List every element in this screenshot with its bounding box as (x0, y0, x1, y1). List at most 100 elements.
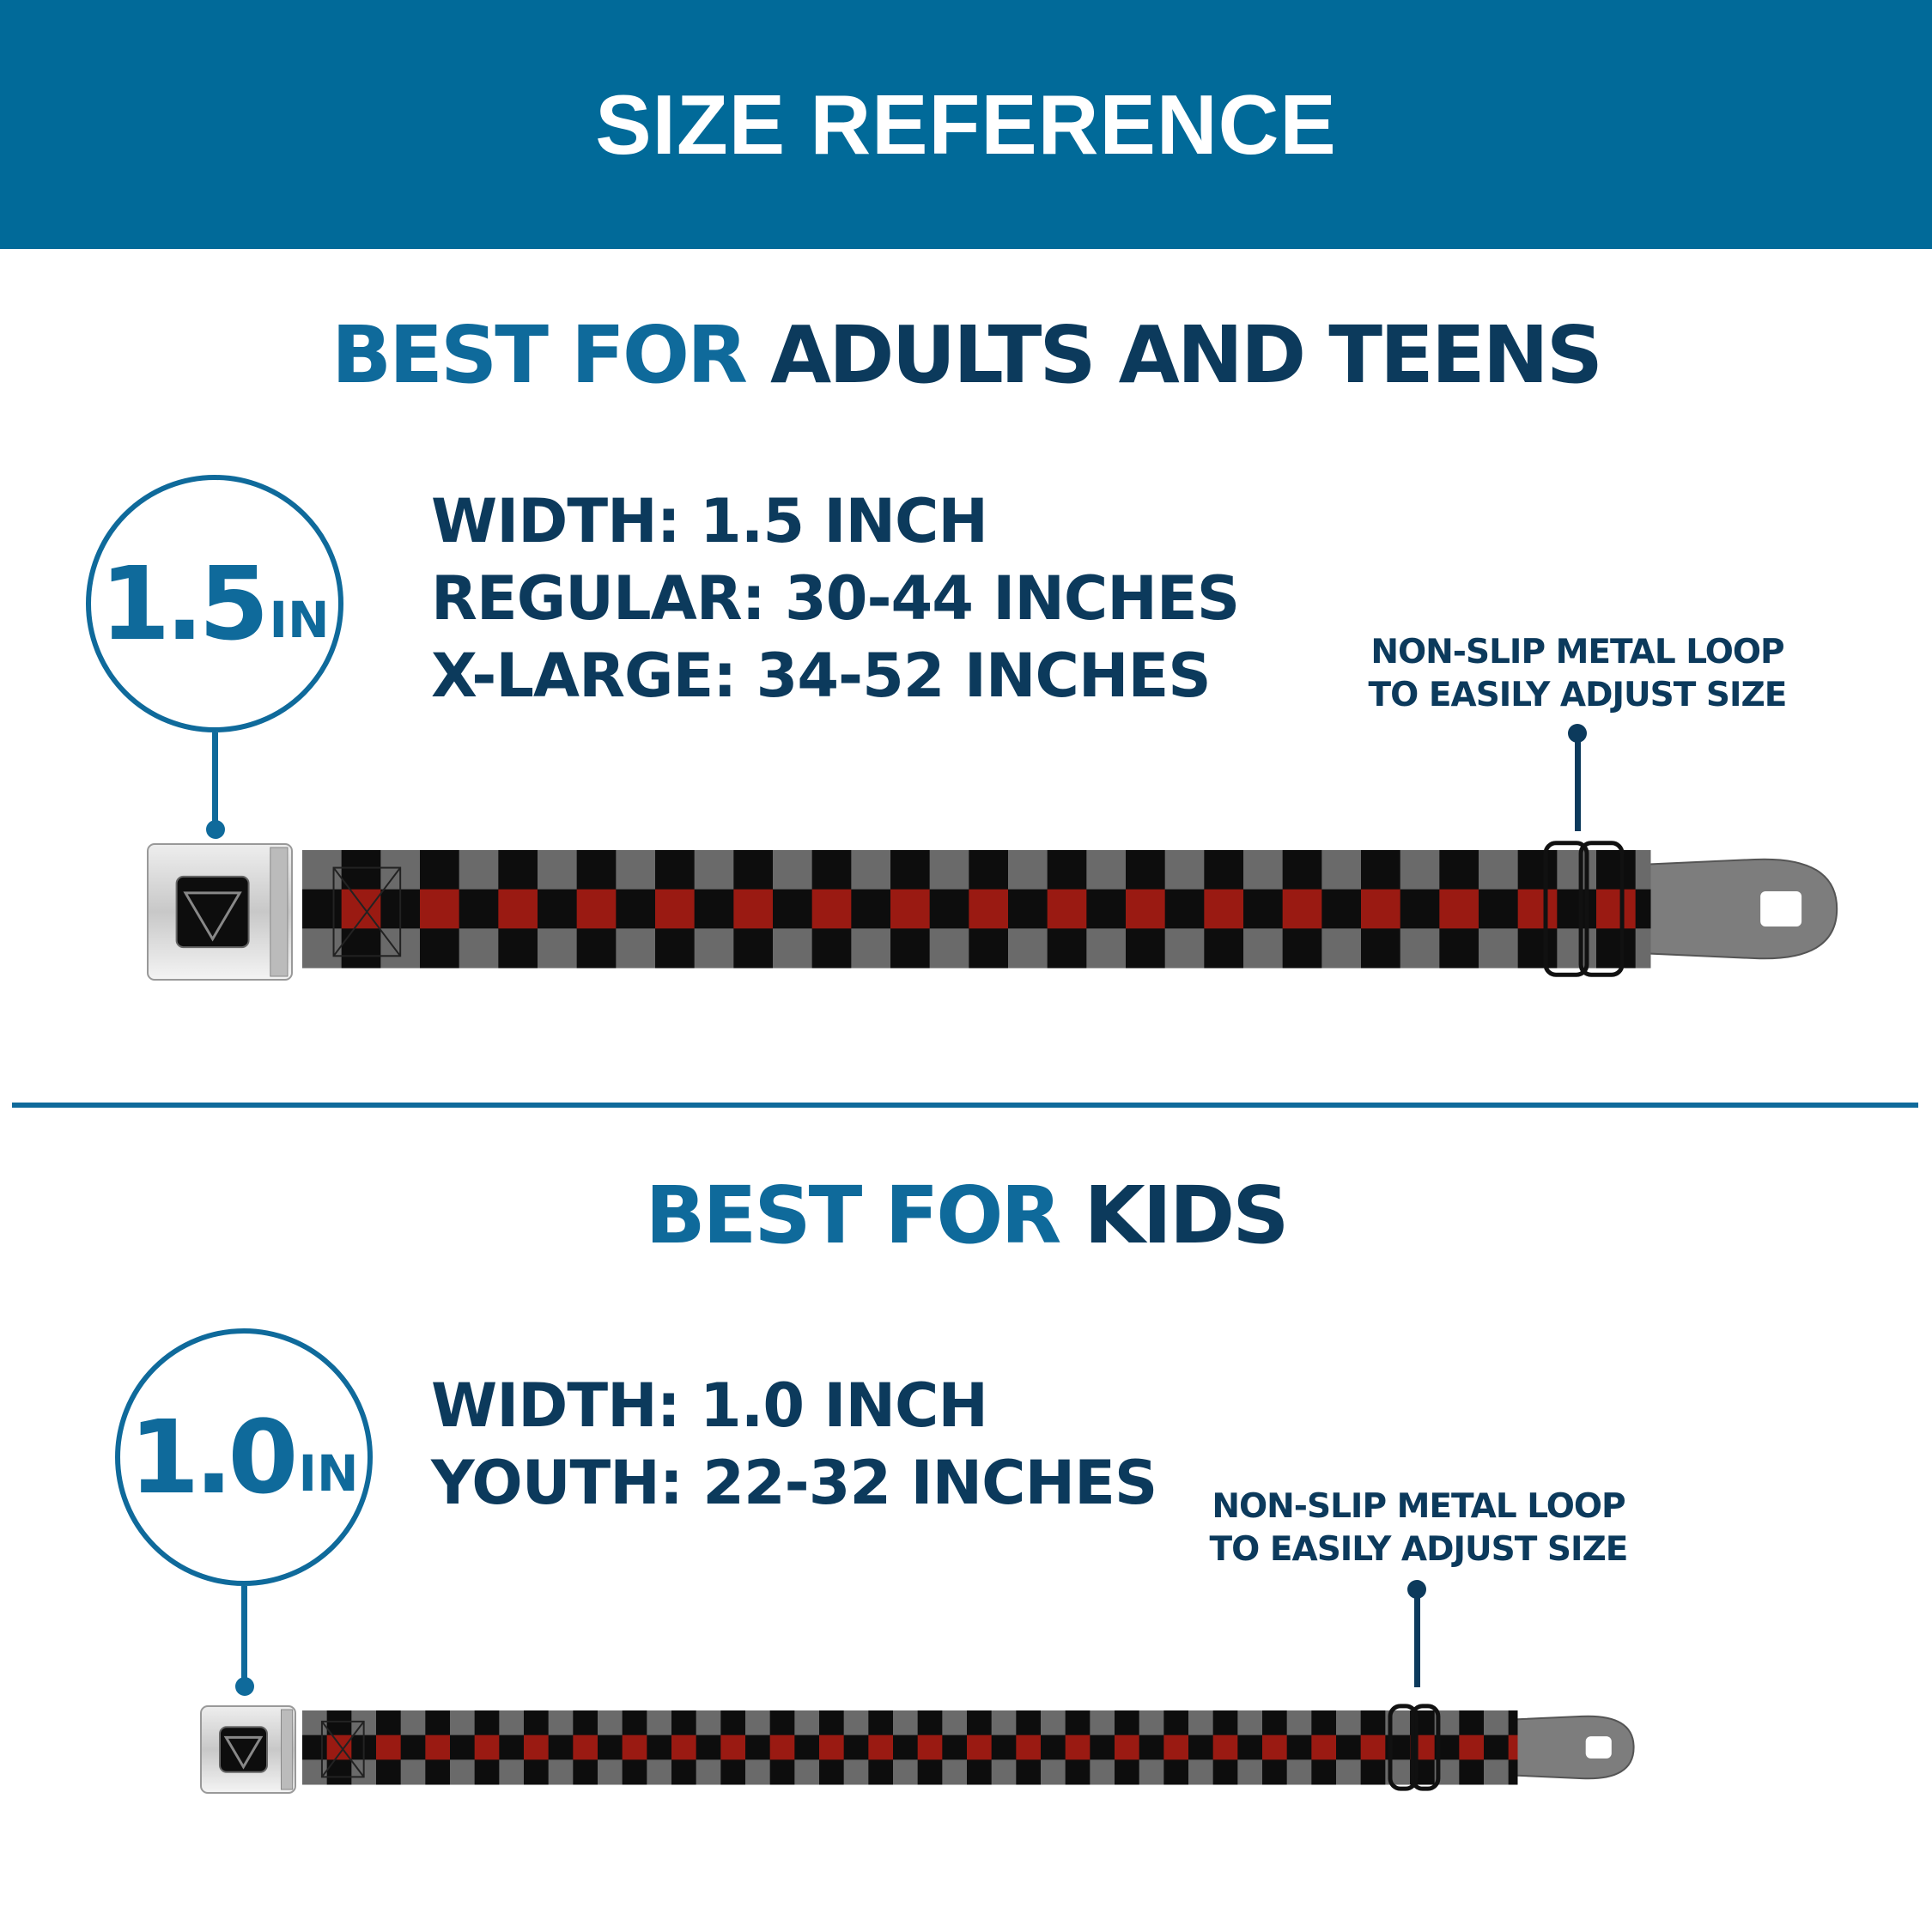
belt-check (548, 1759, 574, 1785)
belt-check (819, 1710, 845, 1736)
belt-check (893, 1735, 919, 1760)
belt-check (376, 1735, 402, 1760)
belt-check (868, 1735, 894, 1760)
belt-check (1041, 1735, 1066, 1760)
belt-check (1336, 1735, 1362, 1760)
belt-check (917, 1759, 943, 1785)
belt-check (694, 928, 734, 969)
belt-check (1016, 1759, 1042, 1785)
belt-check (851, 850, 891, 890)
belt-check (1336, 1759, 1362, 1785)
metal-loop (1543, 841, 1589, 977)
belt-check (1188, 1735, 1214, 1760)
belt-check (773, 850, 813, 890)
belt-check (1065, 1759, 1091, 1785)
belt-check (498, 928, 538, 969)
buckle-logo-icon (223, 1735, 264, 1770)
buckle-logo-plate (175, 875, 250, 949)
belt-check (1400, 928, 1440, 969)
belt-check (929, 928, 969, 969)
belt-check (1204, 928, 1244, 969)
spec-regular: REGULAR: 30-44 INCHES (431, 563, 1240, 634)
callout-metal-loop-2: NON-SLIP METAL LOOP TO EASILY ADJUST SIZ… (1195, 1485, 1642, 1571)
belt-check (1008, 850, 1048, 890)
belt-check (341, 850, 381, 890)
belt-check (671, 1710, 697, 1736)
belt-check (1596, 889, 1637, 929)
spec-width: WIDTH: 1.5 INCH (431, 486, 988, 556)
badge-connector-line (212, 732, 218, 827)
metal-tongue (1515, 1715, 1635, 1780)
belt-check (400, 1735, 426, 1760)
belt-check (1188, 1759, 1214, 1785)
badge-connector-dot (206, 820, 225, 839)
belt-check (1596, 928, 1637, 969)
belt-check (1237, 1759, 1263, 1785)
width-badge-1-5: 1.5 IN (86, 475, 343, 732)
page-title: SIZE REFERENCE (595, 76, 1337, 172)
belt-check (1286, 1759, 1312, 1785)
belt-check (1041, 1759, 1066, 1785)
belt-check (1361, 928, 1401, 969)
belt-check (1262, 1735, 1288, 1760)
belt-check (1311, 1735, 1337, 1760)
belt-check (1361, 889, 1401, 929)
belt-check (819, 1735, 845, 1760)
belt-check (1065, 1735, 1091, 1760)
callout-line: NON-SLIP METAL LOOP (1370, 633, 1784, 671)
belt-check (1237, 1735, 1263, 1760)
belt-check (302, 928, 343, 969)
belt-check (794, 1759, 820, 1785)
callout-line-pointer (1575, 732, 1581, 831)
belt-check (991, 1735, 1017, 1760)
belt-check (819, 1759, 845, 1785)
belt-check (576, 928, 617, 969)
badge-connector-dot (235, 1677, 254, 1696)
belt-check (991, 1710, 1017, 1736)
belt-check (573, 1710, 598, 1736)
tongue-slot (1585, 1736, 1612, 1759)
belt-check (616, 850, 656, 890)
belt-check (1212, 1759, 1238, 1785)
spec-youth: YOUTH: 22-32 INCHES (431, 1448, 1157, 1518)
belt-adult-image (147, 841, 1838, 981)
belt-check (420, 850, 460, 890)
belt-check (341, 928, 381, 969)
belt-check (929, 889, 969, 929)
belt-check (942, 1710, 968, 1736)
belt-check (843, 1735, 869, 1760)
belt-check (1336, 1710, 1362, 1736)
belt-check (450, 1735, 476, 1760)
belt-check (1243, 889, 1284, 929)
belt-check (917, 1735, 943, 1760)
belt-check (1237, 1710, 1263, 1736)
belt-check (1262, 1759, 1288, 1785)
belt-check (1282, 928, 1322, 969)
belt-check (1479, 928, 1519, 969)
spec-width: WIDTH: 1.0 INCH (431, 1370, 988, 1441)
belt-check (655, 889, 696, 929)
belt-check (1321, 889, 1362, 929)
belt-check (459, 928, 499, 969)
belt-check (376, 1759, 402, 1785)
belt-check (524, 1735, 550, 1760)
belt-check (1282, 889, 1322, 929)
belt-check (969, 928, 1009, 969)
belt-check (773, 889, 813, 929)
belt-check (1459, 1759, 1485, 1785)
belt-check (1484, 1735, 1510, 1760)
belt-check (1126, 850, 1166, 890)
belt-check (811, 850, 852, 890)
belt-check (1164, 850, 1205, 890)
belt-check (1212, 1735, 1238, 1760)
belt-check (1311, 1759, 1337, 1785)
belt-check (1321, 928, 1362, 969)
belt-check (450, 1710, 476, 1736)
belt-check (1204, 850, 1244, 890)
stitch-box (320, 1720, 365, 1778)
belt-check (794, 1735, 820, 1760)
belt-check (733, 889, 774, 929)
belt-check (1484, 1710, 1510, 1736)
belt-check (576, 850, 617, 890)
callout-line: TO EASILY ADJUST SIZE (1368, 676, 1788, 714)
